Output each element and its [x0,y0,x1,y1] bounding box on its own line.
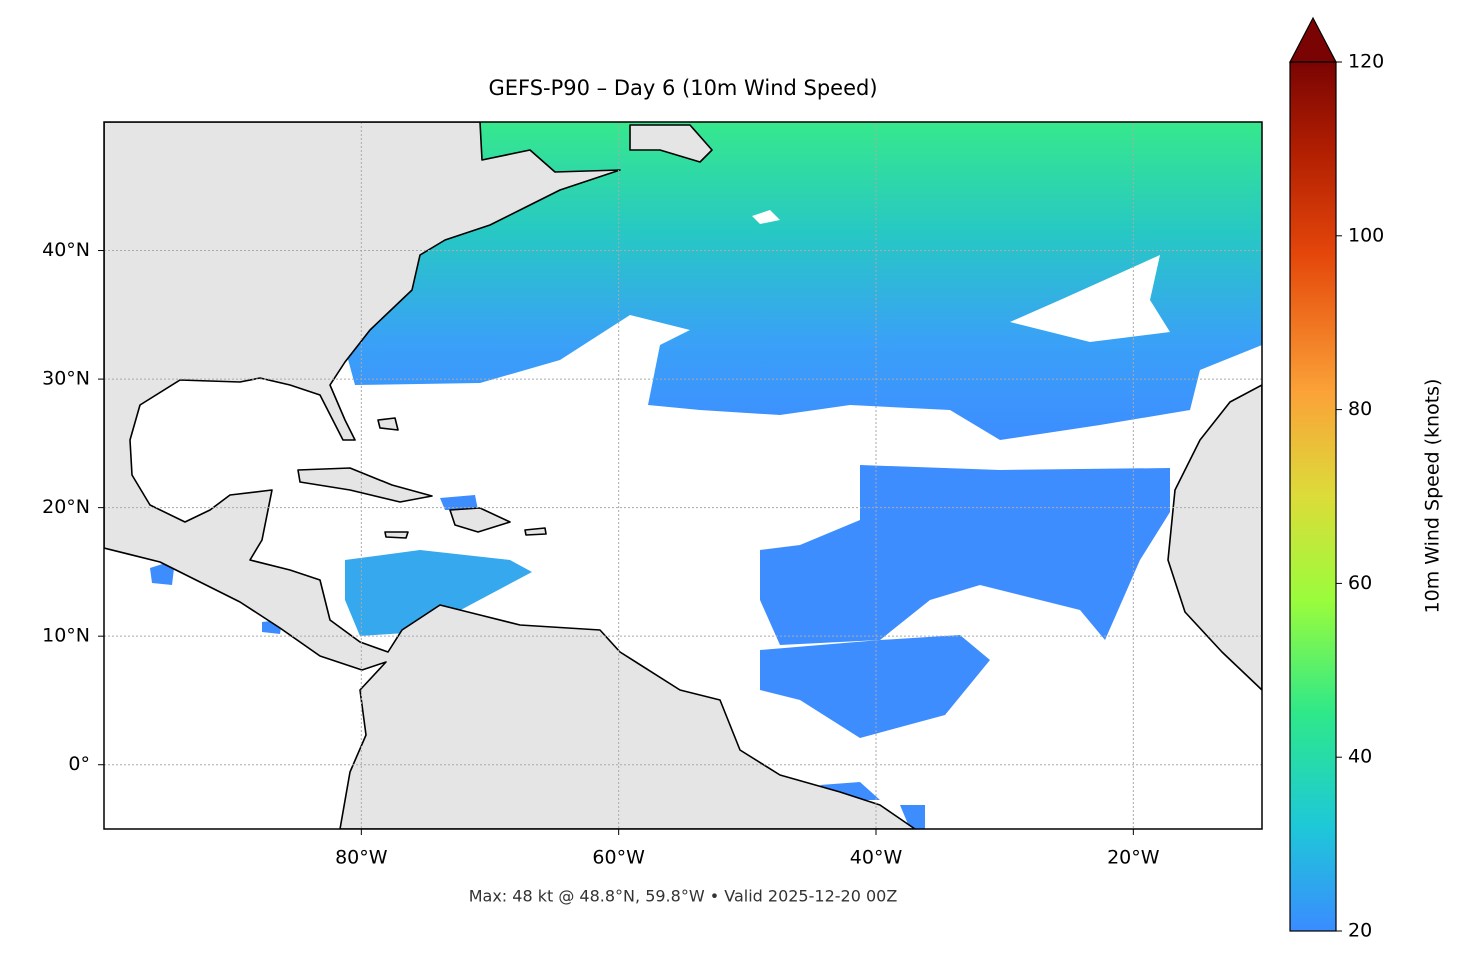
colorbar-extend [1289,16,1337,63]
colorbar-tick-label: 120 [1348,51,1384,73]
colorbar-tick-label: 40 [1348,746,1372,768]
colorbar-tick-label: 60 [1348,572,1372,594]
island-cuba [297,467,433,503]
island-hispaniola [449,507,511,533]
wind-gap [752,210,780,224]
map-area [104,122,1262,829]
wind-field [760,465,1170,645]
land-newfoundland [629,124,713,163]
y-tick-label: 10°N [42,625,90,647]
x-tick-label: 60°W [592,847,645,869]
grid [104,122,1262,829]
colorbar-ticks: 20 40 60 80 100 120 [1336,51,1384,942]
land-africa [1167,384,1262,691]
wind-field [340,122,1262,440]
x-tick-label: 40°W [850,847,903,869]
x-tick-label: 20°W [1107,847,1160,869]
colorbar-tick-label: 100 [1348,224,1384,246]
wind-gap [1010,255,1170,342]
y-tick-label: 20°N [42,496,90,518]
y-tick-label: 30°N [42,368,90,390]
ticks: 80°W 60°W 40°W 20°W 0° 10°N 20°N 30°N 40°N [42,239,1160,868]
title: GEFS-P90 – Day 6 (10m Wind Speed) [488,76,877,100]
colorbar-label: 10m Wind Speed (knots) [1422,379,1444,614]
colorbar-tick-label: 80 [1348,398,1372,420]
colorbar-tick-label: 20 [1348,920,1372,942]
x-tick-label: 80°W [335,847,388,869]
wind-field [760,635,990,738]
map-frame [103,121,1263,830]
y-tick-label: 40°N [42,239,90,261]
y-tick-label: 0° [68,753,90,775]
colorbar [1289,61,1337,932]
land-americas [104,122,916,829]
wind-field [345,550,532,636]
footer: Max: 48 kt @ 48.8°N, 59.8°W • Valid 2025… [469,887,898,906]
island-small [377,417,547,539]
